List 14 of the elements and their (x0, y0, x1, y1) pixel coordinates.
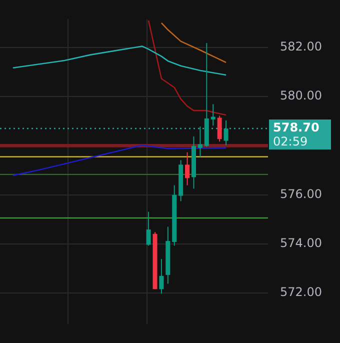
y-tick-label: 574.00 (280, 236, 322, 250)
candlestick (146, 211, 151, 246)
ref-line-label: 578.70 (273, 120, 320, 135)
y-tick-label: 580.00 (280, 88, 322, 103)
candlestick (198, 126, 202, 158)
candlestick (159, 258, 164, 294)
candlestick (185, 152, 190, 186)
candlestick (224, 120, 228, 146)
y-tick-label: 572.00 (280, 285, 322, 300)
y-tick-label: 576.00 (280, 186, 322, 201)
candlestick (217, 115, 222, 142)
text: 02:59 (273, 134, 308, 149)
y-tick-label: 582.00 (280, 40, 322, 54)
candlestick (210, 104, 216, 126)
